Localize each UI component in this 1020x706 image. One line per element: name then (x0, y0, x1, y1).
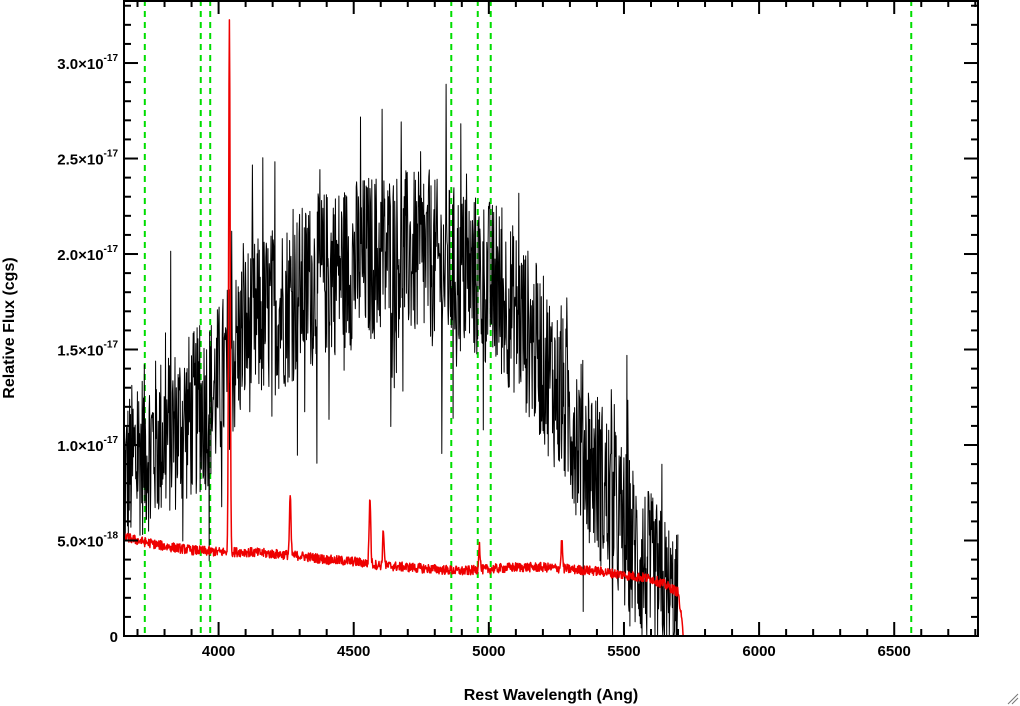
x-tick-label: 5500 (607, 643, 640, 660)
y-tick-label: 1.0×10-17 (57, 435, 118, 455)
x-tick-label: 6500 (878, 643, 911, 660)
y-tick-label: 5.0×10-18 (57, 531, 118, 551)
y-axis-ticks: 0 5.0×10-18 1.0×10-17 1.5×10-17 2.0×10-17 2.5… (57, 4, 978, 646)
y-tick-label: 2.5×10-17 (57, 149, 118, 169)
emission-line-markers (143, 0, 913, 636)
x-tick-label: 4000 (202, 643, 235, 660)
y-tick-label: 3.0×10-17 (57, 53, 118, 73)
x-tick-label: 6000 (742, 643, 775, 660)
spectrum-series (123, 19, 979, 637)
series-line-0 (123, 83, 679, 637)
x-tick-label: 5000 (472, 643, 505, 660)
y-axis-label: Relative Flux (cgs) (1, 257, 18, 398)
x-axis-label: Rest Wavelength (Ang) (464, 687, 639, 704)
x-axis-ticks: 4000 4500 5000 5500 6000 6500 (136, 0, 977, 660)
y-tick-label: 1.5×10-17 (57, 340, 118, 360)
x-tick-label: 4500 (337, 643, 370, 660)
y-tick-label: 0 (110, 629, 118, 646)
y-tick-label: 2.0×10-17 (57, 244, 118, 264)
plot-frame (123, 0, 979, 637)
resize-grip-icon[interactable] (1007, 693, 1019, 705)
